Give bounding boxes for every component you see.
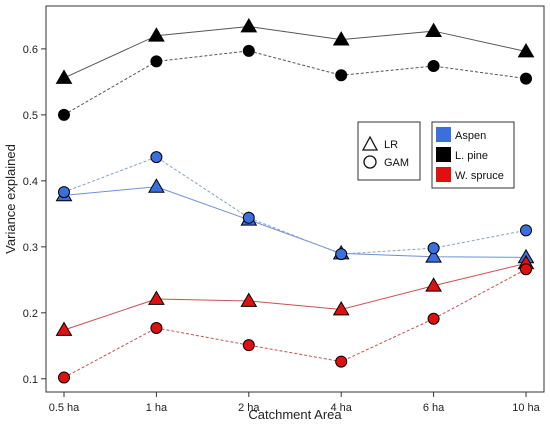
species-legend-swatch-w-spruce [436,167,451,182]
method-legend-triangle-marker [361,135,379,151]
series-line [63,268,527,378]
data-point-triangle [332,31,350,46]
data-point-triangle [425,248,442,263]
data-point-circle [335,248,348,261]
data-point-circle [58,371,70,384]
y-tick-label: 0.6 [23,44,38,56]
species-legend: Aspen L. pine W. spruce [431,121,515,189]
y-axis: 0.1 0.2 0.3 0.4 0.5 0.6 [23,44,46,386]
data-point-triangle [148,290,165,305]
plot-frame [45,5,545,393]
y-tick-label: 0.5 [23,110,38,122]
data-point-circle [427,312,440,325]
x-axis-title: Catchment Area [248,407,342,422]
species-legend-label-aspen: Aspen [455,130,486,142]
x-tick-label: 10 ha [512,402,540,414]
x-axis: 0.5 ha 1 ha 2 ha 4 ha 6 ha 10 ha [49,392,541,414]
data-point-circle [335,69,348,82]
data-point-circle [520,224,532,237]
method-legend: LR GAM [357,121,421,181]
series-line [63,50,527,116]
data-point-triangle [148,27,165,42]
data-point-triangle [425,22,442,37]
series-line [63,156,527,255]
data-point-triangle [425,277,442,292]
species-legend-label-l-pine: L. pine [455,150,488,162]
data-point-triangle [240,292,258,307]
data-point-circle [242,339,255,352]
data-point-circle [242,44,255,57]
x-tick-label: 0.5 ha [49,402,80,414]
x-tick-label: 4 ha [330,402,352,414]
method-legend-circle-marker [363,155,377,169]
data-point-circle [520,72,532,85]
method-legend-label-gam: GAM [384,157,409,169]
data-point-circle [150,151,163,164]
data-point-circle [242,211,255,224]
data-point-triangle [332,301,350,316]
series-w-spruce-gam [58,263,532,384]
series-l-pine-gam [58,44,532,121]
x-tick-label: 1 ha [146,402,168,414]
y-tick-label: 0.3 [23,242,38,254]
method-legend-label-lr: LR [384,139,398,151]
data-point-triangle [55,321,73,336]
data-point-triangle [55,69,73,84]
data-point-circle [58,108,70,121]
y-tick-label: 0.2 [23,308,38,320]
data-point-circle [335,355,348,368]
y-tick-label: 0.4 [23,176,38,188]
method-legend-box [357,121,421,181]
data-point-circle [427,242,440,255]
series-line [63,25,527,79]
data-point-circle [150,55,163,68]
series-aspen-gam [58,151,532,261]
data-point-triangle [240,17,258,33]
data-point-circle [520,263,532,276]
series-line [63,186,527,258]
species-legend-swatch-aspen [436,127,451,142]
data-point-circle [150,321,163,334]
x-tick-label: 2 ha [238,402,260,414]
data-point-circle [58,186,70,199]
y-axis-title: Variance explained [3,144,18,254]
species-legend-swatch-l-pine [436,147,451,162]
species-legend-label-w-spruce: W. spruce [455,170,504,182]
data-point-triangle [517,43,535,58]
x-tick-label: 6 ha [423,402,445,414]
series-l-pine-lr [55,17,535,84]
series-layer [55,17,535,384]
data-point-circle [427,60,440,73]
series-aspen-lr [55,178,535,264]
data-point-triangle [148,178,165,193]
series-w-spruce-lr [55,254,535,336]
y-tick-label: 0.1 [23,374,38,386]
series-line [63,262,527,331]
